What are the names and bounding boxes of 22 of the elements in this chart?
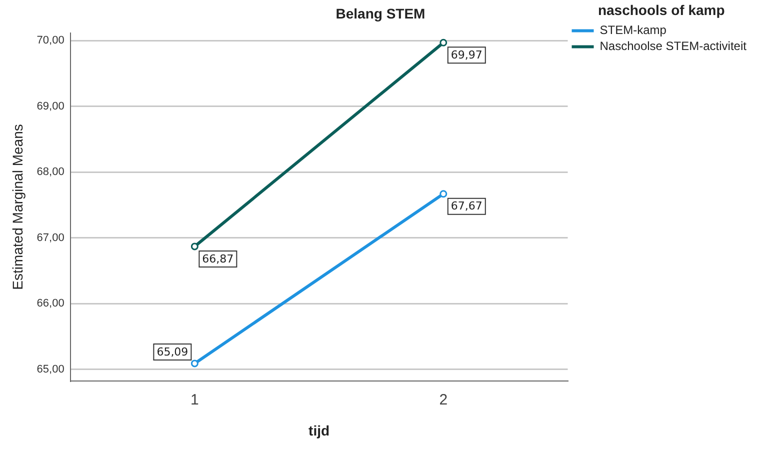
x-tick-label: 2 — [439, 391, 448, 408]
y-tick-label: 68,00 — [36, 166, 64, 178]
point — [440, 38, 448, 46]
data-label: 66,87 — [202, 252, 234, 266]
x-axis-title: tijd — [308, 422, 330, 438]
y-axis-title: Estimated Marginal Means — [9, 124, 26, 290]
point — [190, 242, 198, 250]
y-tick-label: 70,00 — [36, 34, 64, 47]
y-tick-label: 69,00 — [36, 100, 64, 112]
legend-label: STEM-kamp — [600, 23, 667, 38]
data-label: 69,97 — [450, 48, 482, 62]
data-label: 67,67 — [450, 200, 482, 213]
y-tick-label: 65,00 — [36, 363, 64, 376]
point — [190, 360, 198, 368]
point — [440, 190, 448, 198]
y-tick-label: 66,00 — [36, 298, 64, 310]
chart-title: Belang STEM — [336, 5, 426, 22]
x-tick-label: 1 — [190, 391, 199, 408]
legend-title: naschools of kamp — [598, 2, 725, 18]
data-label: 65,09 — [156, 345, 188, 358]
legend-label: Naschoolse STEM-activiteit — [600, 39, 748, 54]
y-tick-label: 67,00 — [36, 232, 64, 244]
